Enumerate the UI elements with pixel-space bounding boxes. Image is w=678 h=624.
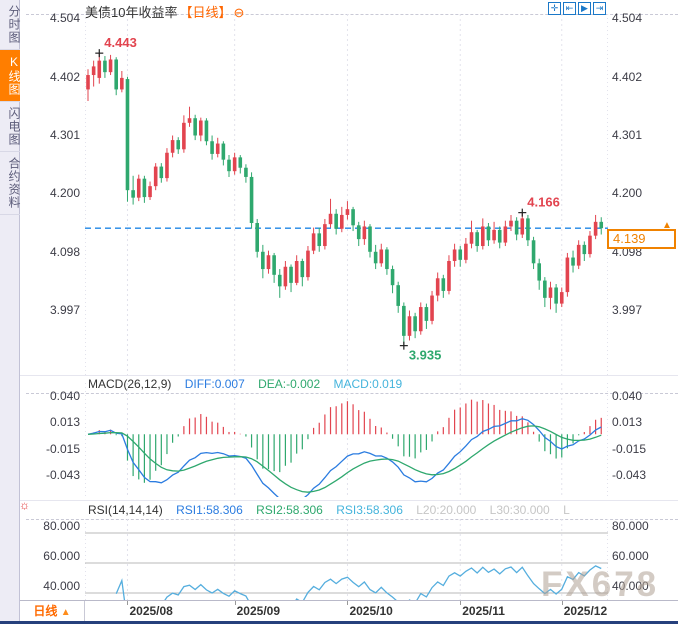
sidebar-item-lightning-chart[interactable]: 闪电图 xyxy=(0,102,21,152)
svg-text:4.166: 4.166 xyxy=(527,195,560,210)
y-axis-label: 4.200 xyxy=(612,186,643,201)
y-axis-label: 40.000 xyxy=(612,578,649,593)
x-axis-label: 2025/10 xyxy=(349,604,393,618)
x-axis-label: 2025/09 xyxy=(236,604,281,618)
page-title: 美债10年收益率 xyxy=(85,5,178,20)
x-axis-label: 2025/12 xyxy=(563,604,608,618)
y-axis-label: 4.402 xyxy=(612,69,643,84)
x-axis-tick xyxy=(561,601,563,605)
y-axis-label: 4.200 xyxy=(49,186,80,201)
sidebar-item-kline-chart[interactable]: K线图 xyxy=(0,50,21,102)
x-axis-label: 2025/11 xyxy=(462,604,505,618)
x-axis-tick xyxy=(234,601,236,605)
rsi-panel-divider xyxy=(20,500,678,501)
main-panel-top-divider xyxy=(26,14,678,15)
x-axis-tick xyxy=(347,601,349,605)
rsi-header: RSI(14,14,14) RSI1:58.306 RSI2:58.306 RS… xyxy=(88,503,580,517)
macd-plot-top-divider xyxy=(26,393,678,394)
rsi-plot[interactable] xyxy=(85,519,608,600)
macd-panel-divider xyxy=(20,375,678,376)
y-axis-label: 40.000 xyxy=(43,578,80,593)
rsi2-value: RSI2:58.306 xyxy=(256,503,323,517)
latest-price-marker-icon: ▲ xyxy=(662,220,672,231)
y-axis-label: 0.013 xyxy=(612,414,643,429)
y-axis-label: 0.040 xyxy=(49,388,80,403)
macd-diff-value: DIFF:0.007 xyxy=(184,377,245,391)
y-axis-label: -0.043 xyxy=(45,468,80,483)
rsi-l-truncated: L xyxy=(563,503,570,517)
y-axis-label: 4.301 xyxy=(49,127,80,142)
macd-name: MACD(26,12,9) xyxy=(88,377,172,391)
period-tag: 【日线】 xyxy=(179,5,232,20)
indicator-settings-icon[interactable]: ☼ xyxy=(19,498,30,512)
svg-text:3.935: 3.935 xyxy=(409,348,442,363)
window-bottom-border xyxy=(0,621,678,624)
y-axis-label: -0.043 xyxy=(612,468,647,483)
toolbar: ✛ ⇤ ▶ ⇥ xyxy=(548,2,606,15)
y-axis-label: 3.997 xyxy=(612,302,643,317)
current-price-box: 4.139 xyxy=(607,229,676,249)
period-arrow-icon: ▲ xyxy=(60,607,71,618)
y-axis-label: 80.000 xyxy=(612,518,649,533)
rsi-l30-value: L30:30.000 xyxy=(489,503,550,517)
y-axis-label: 3.997 xyxy=(49,302,80,317)
play-forward-icon[interactable]: ▶ xyxy=(578,2,591,15)
sidebar-item-contract-info[interactable]: 合约资料 xyxy=(0,152,21,215)
y-axis-label: 80.000 xyxy=(43,518,80,533)
period-selector[interactable]: 日线 ▲ xyxy=(20,601,85,622)
y-axis-label: 0.040 xyxy=(612,388,643,403)
rsi-name: RSI(14,14,14) xyxy=(88,503,163,517)
x-axis-label: 2025/08 xyxy=(129,604,173,618)
chart-header: 美债10年收益率 【日线】 ⊖ xyxy=(85,2,245,20)
candlestick-plot[interactable]: 4.443 4.166 3.935 xyxy=(85,14,608,375)
x-axis-tick xyxy=(127,601,129,605)
sidebar-item-minute-chart[interactable]: 分时图 xyxy=(0,0,21,50)
y-axis-label: 0.013 xyxy=(49,414,80,429)
watermark: FX678 xyxy=(541,565,660,604)
sidebar: 分时图 K线图 闪电图 合约资料 xyxy=(0,0,21,624)
collapse-icon[interactable]: ⊖ xyxy=(233,5,245,20)
macd-header: MACD(26,12,9) DIFF:0.007 DEA:-0.002 MACD… xyxy=(88,377,412,391)
rsi1-value: RSI1:58.306 xyxy=(176,503,243,517)
y-axis-label: 60.000 xyxy=(612,548,649,563)
x-axis-tick xyxy=(460,601,462,605)
y-axis-label: 4.402 xyxy=(49,69,80,84)
y-axis-label: 4.504 xyxy=(49,11,80,26)
y-axis-label: 4.301 xyxy=(612,127,643,142)
x-axis: 日线 ▲ 2025/08 2025/09 2025/10 2025/11 2025/12 xyxy=(20,600,678,622)
macd-plot[interactable] xyxy=(85,383,608,497)
y-axis-label: -0.015 xyxy=(612,441,647,456)
scale-left-icon[interactable]: ⇤ xyxy=(563,2,576,15)
jump-latest-icon[interactable]: ⇥ xyxy=(593,2,606,15)
crosshair-pan-icon[interactable]: ✛ xyxy=(548,2,561,15)
rsi-plot-top-divider xyxy=(26,519,678,520)
y-axis-label: -0.015 xyxy=(45,441,80,456)
macd-dea-value: DEA:-0.002 xyxy=(258,377,321,391)
rsi3-value: RSI3:58.306 xyxy=(336,503,403,517)
y-axis-label: 4.504 xyxy=(612,11,643,26)
y-axis-label: 4.098 xyxy=(49,244,80,259)
svg-text:4.443: 4.443 xyxy=(104,35,137,50)
rsi-l20-value: L20:20.000 xyxy=(416,503,477,517)
y-axis-label: 60.000 xyxy=(43,548,80,563)
macd-bar-value: MACD:0.019 xyxy=(333,377,403,391)
